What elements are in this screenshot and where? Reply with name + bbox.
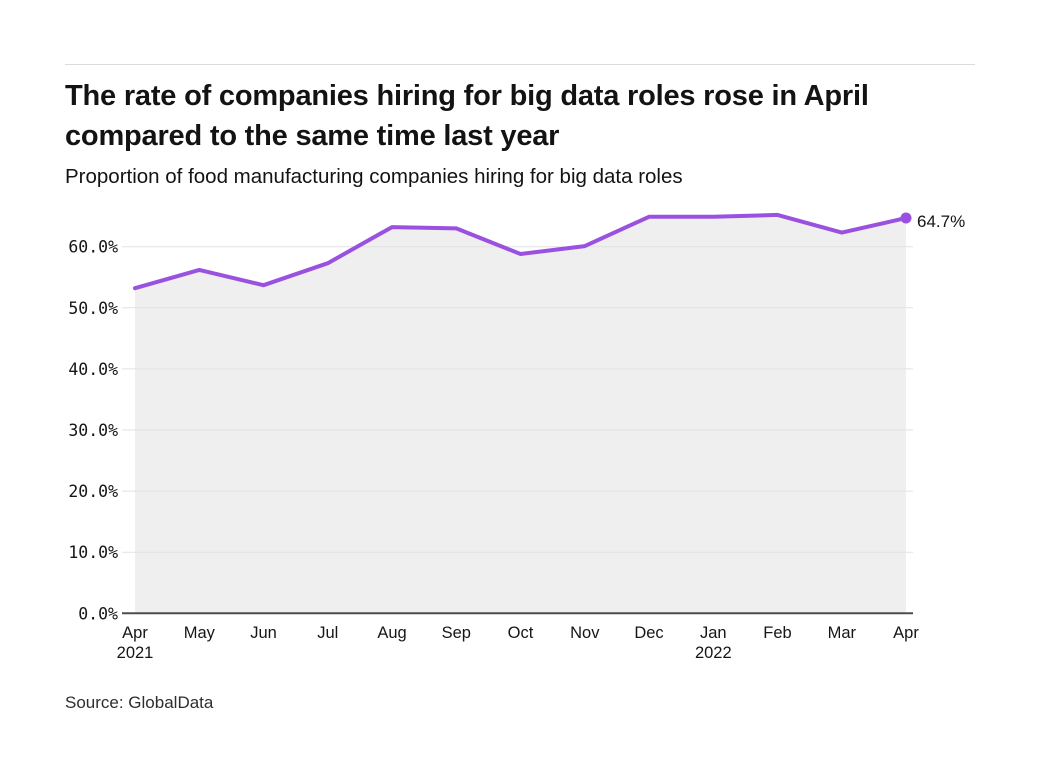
x-tick-label: Mar xyxy=(828,624,857,642)
x-tick-label: May xyxy=(184,624,216,642)
trend-line xyxy=(133,212,908,291)
y-tick-label: 60.0% xyxy=(68,238,118,257)
x-tick-year-label: 2022 xyxy=(695,644,732,662)
y-tick-label: 50.0% xyxy=(68,299,118,318)
x-tick-label: Nov xyxy=(570,624,600,642)
top-divider xyxy=(65,64,975,65)
area-fill xyxy=(135,214,906,614)
x-tick-label: Sep xyxy=(442,624,471,642)
source-label: Source: GlobalData xyxy=(65,693,214,712)
x-tick-year-label: 2021 xyxy=(117,644,154,662)
chart-title: The rate of companies hiring for big dat… xyxy=(65,80,869,152)
x-tick-label: Dec xyxy=(634,624,663,642)
end-point-dot xyxy=(900,212,912,224)
x-tick-label: Feb xyxy=(763,624,791,642)
x-tick-label: Aug xyxy=(377,624,406,642)
chart-subtitle: Proportion of food manufacturing compani… xyxy=(65,165,683,188)
end-value-label: 64.7% xyxy=(917,212,965,231)
x-tick-label: Jan xyxy=(700,624,727,642)
x-tick-label: Jun xyxy=(250,624,277,642)
y-tick-label: 40.0% xyxy=(68,360,118,379)
x-tick-label: Apr xyxy=(893,624,919,642)
y-tick-label: 30.0% xyxy=(68,421,118,440)
y-tick-label: 20.0% xyxy=(68,482,118,501)
y-tick-label: 0.0% xyxy=(78,604,118,623)
x-tick-label: Jul xyxy=(317,624,338,642)
x-tick-label: Apr xyxy=(122,624,148,642)
y-tick-label: 10.0% xyxy=(68,543,118,562)
x-tick-label: Oct xyxy=(508,624,534,642)
